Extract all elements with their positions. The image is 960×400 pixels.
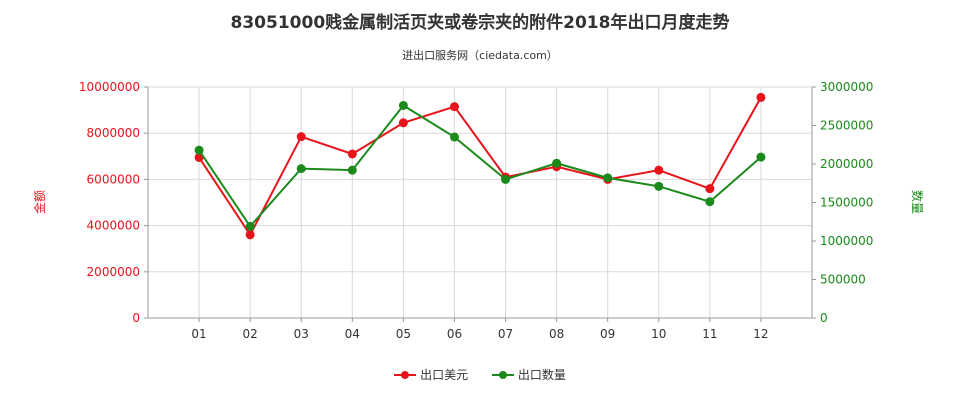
- series-line-0: [198, 96, 762, 237]
- chart-subtitle: 进出口服务网（ciedata.com）: [402, 49, 558, 62]
- left-tick-label: 0: [132, 311, 140, 325]
- series-point-1: [501, 174, 511, 184]
- x-tick-label: 02: [243, 327, 258, 341]
- left-tick-label: 4000000: [87, 219, 140, 233]
- left-axis-label: 金额: [32, 190, 47, 214]
- series-point-1: [756, 152, 766, 162]
- x-tick-label: 09: [600, 327, 615, 341]
- legend-item-export-qty[interactable]: 出口数量: [491, 366, 566, 383]
- series-point-1: [603, 173, 613, 183]
- left-tick-label: 10000000: [79, 80, 140, 94]
- series-point-0: [705, 184, 715, 194]
- legend-item-export-usd[interactable]: 出口美元: [394, 366, 468, 383]
- series-point-1: [347, 165, 357, 175]
- x-tick-label: 07: [498, 327, 513, 341]
- axes: 0200000040000006000000800000010000000050…: [79, 80, 874, 341]
- x-tick-label: 12: [753, 327, 768, 341]
- right-tick-label: 500000: [820, 273, 866, 287]
- legend-swatch-green: [491, 369, 514, 381]
- right-tick-label: 1500000: [820, 196, 873, 210]
- series-point-0: [654, 165, 664, 175]
- x-tick-label: 03: [294, 327, 309, 341]
- series-point-1: [245, 221, 255, 231]
- x-tick-label: 05: [396, 327, 411, 341]
- chart-title: 83051000贱金属制活页夹或卷宗夹的附件2018年出口月度走势: [230, 13, 730, 33]
- series-point-1: [705, 197, 715, 207]
- x-tick-label: 01: [191, 327, 206, 341]
- right-tick-label: 2000000: [820, 157, 873, 171]
- x-tick-label: 08: [549, 327, 564, 341]
- x-tick-label: 04: [345, 327, 360, 341]
- left-tick-label: 8000000: [87, 126, 140, 140]
- series-layer: [194, 92, 766, 240]
- series-point-1: [552, 158, 562, 168]
- x-tick-label: 06: [447, 327, 462, 341]
- series-point-0: [398, 118, 408, 128]
- x-tick-label: 10: [651, 327, 666, 341]
- legend-label-export-usd: 出口美元: [420, 368, 469, 382]
- left-tick-label: 6000000: [87, 172, 140, 186]
- series-line-1: [198, 104, 762, 229]
- series-point-0: [449, 102, 459, 112]
- series-point-0: [245, 230, 255, 240]
- right-tick-label: 3000000: [820, 80, 873, 94]
- series-point-0: [296, 132, 306, 142]
- legend-swatch-red: [394, 369, 417, 381]
- series-point-1: [449, 132, 459, 142]
- right-tick-label: 0: [820, 311, 828, 325]
- series-point-1: [194, 145, 204, 155]
- series-point-1: [296, 164, 306, 174]
- legend: 出口美元 出口数量: [0, 366, 960, 384]
- right-axis-label: 数量: [910, 190, 925, 214]
- series-point-1: [654, 181, 664, 191]
- right-tick-label: 1000000: [820, 234, 873, 248]
- series-point-1: [398, 100, 408, 110]
- x-tick-label: 11: [702, 327, 717, 341]
- left-tick-label: 2000000: [87, 265, 140, 279]
- legend-label-export-qty: 出口数量: [517, 368, 566, 382]
- series-point-0: [756, 92, 766, 102]
- series-point-0: [347, 149, 357, 159]
- right-tick-label: 2500000: [820, 119, 873, 133]
